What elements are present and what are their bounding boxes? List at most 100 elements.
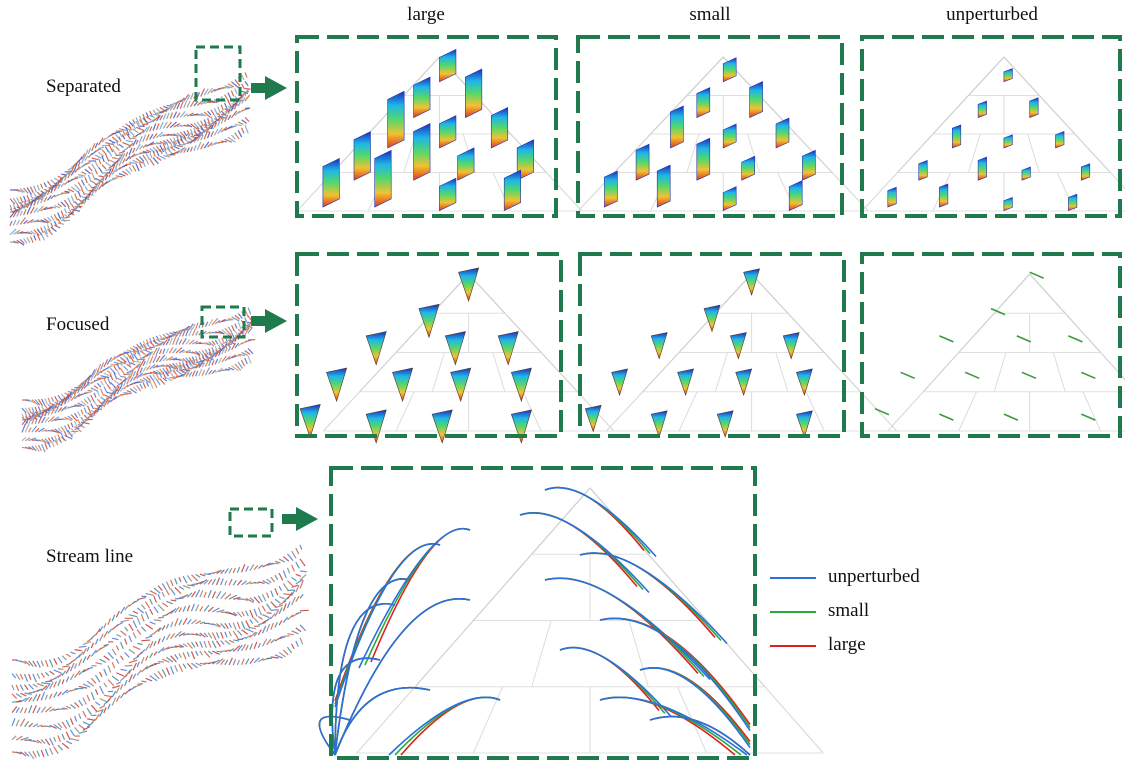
thumbnail-glyph [70, 195, 75, 204]
thumbnail-glyph [165, 667, 171, 676]
thumbnail-glyph [221, 140, 227, 143]
thumbnail-glyph [159, 378, 166, 385]
thumbnail-glyph [198, 368, 203, 377]
thumbnail-glyph [200, 134, 204, 141]
thumbnail-glyph [159, 141, 167, 145]
stream-curve [599, 696, 736, 756]
thumbnail-glyph [57, 679, 62, 687]
thumbnail-glyph [233, 596, 241, 600]
thumbnail-glyph [103, 694, 111, 698]
thumbnail-glyph [136, 607, 144, 614]
thumbnail-glyph [132, 386, 138, 392]
thumbnail-glyph [118, 172, 126, 177]
thumbnail-glyph [9, 220, 13, 227]
thumbnail-glyph [15, 719, 20, 727]
thumbnail-glyph [186, 662, 193, 670]
thumbnail-glyph [74, 653, 81, 661]
glyph [939, 183, 949, 208]
thumbnail-glyph [119, 383, 123, 389]
thumbnail-glyph [80, 153, 86, 160]
thumbnail-glyph [266, 603, 272, 611]
thumbnail-glyph [201, 356, 209, 362]
thumbnail-glyph [198, 362, 204, 369]
thumbnail-glyph [66, 662, 72, 666]
thumbnail-glyph [179, 135, 183, 141]
thumbnail-glyph [253, 608, 258, 617]
thumbnail-glyph [165, 581, 171, 590]
thumbnail-glyph [57, 427, 63, 433]
thumbnail-glyph [161, 669, 167, 677]
thumbnail-glyph [99, 644, 108, 650]
thumbnail-glyph [210, 120, 216, 125]
thumbnail-glyph [166, 600, 174, 605]
thumbnail-glyph [253, 617, 259, 623]
thumbnail-glyph [172, 140, 177, 147]
thumbnail-glyph [172, 348, 177, 354]
thumbnail-glyph [80, 188, 86, 196]
thumbnail-glyph [78, 685, 88, 689]
thumbnail-glyph [224, 94, 230, 102]
thumbnail-glyph [190, 123, 198, 130]
thumbnail-glyph [149, 380, 154, 389]
thumbnail-glyph [83, 407, 87, 414]
thumbnail-glyph [173, 122, 181, 128]
thumbnail-glyph [65, 653, 71, 658]
thumbnail-glyph [60, 405, 67, 412]
thumbnail-glyph [146, 376, 151, 381]
thumbnail-glyph [44, 443, 48, 450]
thumbnail-glyph [57, 722, 63, 729]
thumbnail-glyph [169, 133, 178, 137]
thumbnail-glyph [203, 632, 209, 638]
thumbnail-glyph [182, 585, 191, 589]
thumbnail-glyph [224, 568, 229, 574]
thumbnail-glyph [172, 369, 179, 378]
thumbnail-glyph [142, 349, 151, 354]
thumbnail-glyph [128, 668, 133, 674]
thumbnail-glyph [77, 418, 81, 425]
thumbnail-glyph [80, 198, 85, 205]
thumbnail-glyph [199, 662, 206, 665]
thumbnail-glyph [174, 654, 179, 660]
thumbnail-glyph [53, 220, 58, 226]
panel-separated-unperturbed [861, 56, 1125, 212]
thumbnail-glyph [64, 425, 69, 433]
thumbnail-glyph [23, 208, 27, 216]
thumbnail-glyph [78, 668, 86, 676]
thumbnail-glyph [208, 319, 214, 327]
thumbnail-glyph [247, 355, 252, 364]
thumbnail-glyph [186, 642, 193, 649]
thumbnail-glyph [257, 629, 262, 636]
thumbnail-glyph [215, 331, 224, 335]
thumbnail-glyph [149, 374, 154, 381]
thumbnail-glyph [162, 333, 169, 340]
thumbnail-glyph [20, 736, 29, 741]
thumbnail-glyph [217, 118, 221, 126]
thumbnail-glyph [211, 591, 217, 599]
thumbnail-glyph [182, 632, 189, 636]
thumbnail-glyph [201, 362, 206, 368]
thumbnail-glyph [111, 675, 120, 682]
thumbnail-glyph [40, 660, 44, 667]
glyph [696, 87, 711, 119]
glyph [604, 170, 618, 208]
thumbnail-glyph [149, 355, 154, 364]
thumbnail-glyph [227, 100, 233, 109]
thumbnail-glyph [101, 180, 108, 188]
thumbnail-glyph [203, 650, 211, 658]
thumbnail-glyph [142, 382, 147, 389]
thumbnail-glyph [261, 638, 268, 647]
thumbnail-glyph [189, 128, 194, 136]
thumbnail-glyph [74, 726, 80, 733]
glyph [650, 410, 668, 438]
thumbnail-glyph [203, 126, 211, 133]
thumbnail-glyph [26, 195, 31, 202]
thumbnail-glyph [61, 417, 68, 421]
thumbnail-glyph [124, 669, 131, 678]
thumbnail-glyph [49, 681, 54, 690]
thumbnail-glyph [195, 322, 199, 329]
thumbnail-glyph [19, 216, 27, 225]
thumbnail-glyph [216, 650, 223, 653]
thumbnail-glyph [136, 358, 146, 361]
thumbnail-glyph [278, 596, 285, 600]
thumbnail-glyph [141, 680, 147, 683]
